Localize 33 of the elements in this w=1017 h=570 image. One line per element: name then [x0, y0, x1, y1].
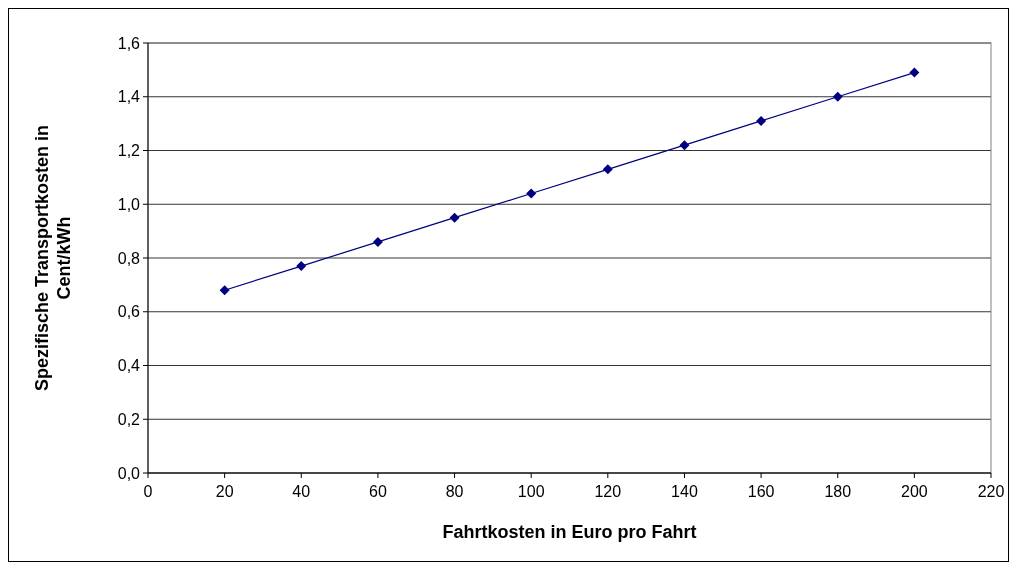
x-tick-label: 180 — [824, 483, 852, 500]
point — [602, 164, 613, 175]
y-tick-label: 0,0 — [117, 464, 141, 482]
x-tick-label: 40 — [292, 483, 311, 500]
point — [909, 67, 920, 78]
point — [756, 115, 767, 126]
x-tick-label: 220 — [977, 483, 1005, 500]
x-tick-label: 80 — [445, 483, 464, 500]
x-tick-label: 200 — [901, 483, 928, 500]
x-tick-label: 160 — [747, 483, 775, 500]
x-tick-label: 100 — [517, 483, 545, 500]
point — [832, 91, 843, 102]
y-tick-label: 0,2 — [117, 410, 141, 428]
y-tick-label: 1,2 — [117, 142, 141, 160]
point — [526, 188, 537, 199]
y-tick-label: 0,6 — [117, 303, 141, 321]
x-tick-label: 140 — [671, 483, 698, 500]
y-tick-label: 1,6 — [117, 34, 141, 52]
y-tick-label: 0,4 — [117, 357, 141, 375]
y-tick-label: 1,0 — [117, 195, 141, 213]
x-tick-label: 60 — [369, 483, 387, 500]
point — [679, 140, 690, 151]
point — [372, 236, 383, 247]
y-axis-title: Spezifische Transportkosten in Cent/kWh — [32, 124, 74, 392]
point — [219, 285, 230, 296]
x-tick-label: 120 — [594, 483, 622, 500]
y-tick-label: 1,4 — [117, 88, 141, 106]
point — [449, 212, 460, 223]
point — [296, 261, 307, 272]
x-axis-title: Fahrtkosten in Euro pro Fahrt — [442, 522, 697, 542]
x-tick-label: 0 — [143, 483, 153, 500]
x-tick-label: 20 — [215, 483, 234, 500]
y-tick-label: 0,8 — [117, 249, 141, 267]
